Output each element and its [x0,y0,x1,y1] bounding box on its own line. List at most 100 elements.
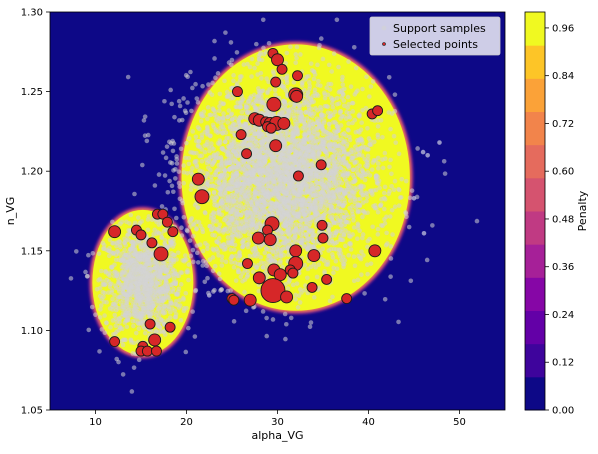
support-sample [370,224,375,230]
support-sample [116,359,121,365]
support-sample [288,315,294,321]
support-sample [133,280,138,286]
support-sample [119,271,125,277]
support-sample [116,305,121,311]
support-sample [128,269,134,275]
support-sample [195,205,200,211]
support-sample [357,112,362,117]
support-sample [134,275,140,281]
support-sample [173,302,178,307]
support-sample [103,281,108,287]
support-sample [305,90,311,96]
support-sample [342,86,347,92]
support-sample [151,303,157,308]
support-sample [169,101,174,107]
support-sample [157,325,163,330]
support-sample [407,195,413,201]
support-sample [380,157,385,162]
support-sample [181,297,186,302]
support-sample [145,286,150,292]
support-sample [164,144,170,149]
support-sample [363,146,369,152]
support-sample [326,178,331,184]
support-sample [257,57,262,62]
support-sample [180,200,186,206]
support-sample [254,41,259,47]
support-sample [142,133,148,138]
support-sample [107,237,113,243]
support-sample [293,221,299,227]
support-sample [159,204,165,209]
support-sample [123,252,128,257]
support-sample [350,232,355,237]
support-sample [181,96,186,101]
support-sample [340,145,346,151]
support-sample [291,108,296,114]
support-sample [351,44,357,50]
support-sample [240,271,245,276]
support-sample [129,283,135,289]
support-sample [334,207,339,213]
support-sample [336,155,342,161]
support-sample [347,198,353,204]
support-sample [375,226,381,232]
support-sample [291,103,297,109]
support-sample [146,214,152,219]
support-sample [234,220,240,226]
support-sample [274,172,280,178]
support-sample [205,105,211,110]
support-sample [260,210,265,215]
support-sample [283,336,288,342]
support-sample [282,139,288,145]
support-sample [264,333,270,339]
support-sample [392,204,398,210]
support-sample [117,242,123,248]
support-sample [183,253,188,258]
support-sample [330,189,336,194]
support-sample [210,80,215,86]
support-sample [343,243,348,249]
support-sample [309,99,315,105]
support-sample [162,283,167,288]
support-sample [129,279,135,285]
support-sample [247,253,253,259]
support-sample [393,140,399,145]
support-sample [155,281,161,286]
support-sample [305,126,311,131]
support-sample [187,238,193,243]
support-sample [212,263,218,269]
support-sample [190,85,195,91]
support-sample [331,246,337,252]
support-sample [254,201,259,206]
support-sample [307,147,313,153]
support-sample [321,258,327,263]
support-sample [248,100,254,106]
support-sample [106,290,111,295]
support-sample [303,110,308,115]
support-sample [150,276,156,281]
support-sample [441,158,447,164]
support-sample [170,189,176,195]
support-sample [217,276,223,282]
support-sample [140,319,146,325]
support-sample [155,306,161,312]
support-sample [370,79,376,84]
support-sample [396,186,401,192]
support-sample [382,184,388,190]
support-sample [332,220,337,226]
support-sample [231,265,237,270]
support-sample [118,282,124,288]
support-sample [257,182,262,187]
support-sample [325,92,331,97]
support-sample [226,135,232,141]
support-sample [237,176,243,182]
support-sample [291,229,296,234]
support-sample [362,156,368,162]
support-sample [339,195,344,201]
support-sample [198,118,204,124]
support-sample [315,82,321,88]
support-sample [134,265,140,271]
support-sample [199,135,205,141]
support-sample [191,259,196,265]
support-sample [142,114,148,119]
